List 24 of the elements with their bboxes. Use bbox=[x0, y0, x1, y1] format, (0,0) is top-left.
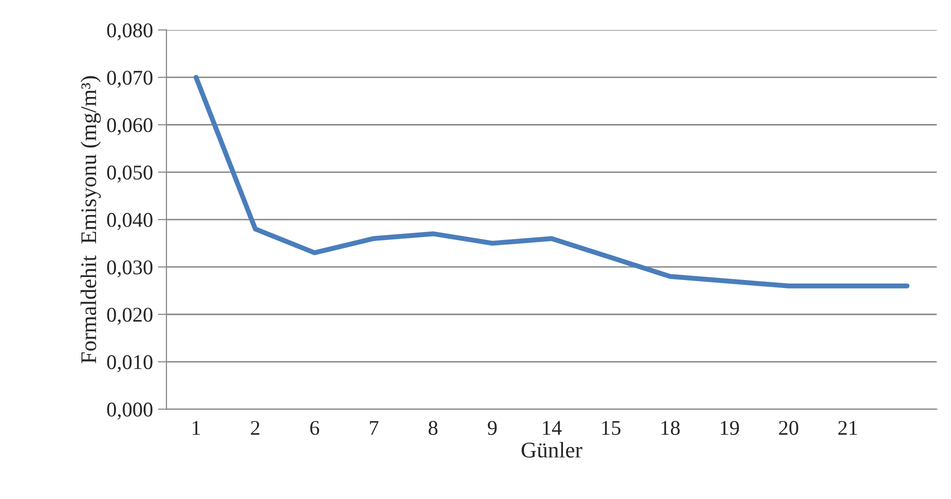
y-tick-label: 0,030 bbox=[107, 260, 152, 278]
line-series bbox=[194, 74, 910, 288]
y-tick-label: 0,050 bbox=[107, 166, 152, 183]
y-tick-label: 0,070 bbox=[107, 70, 152, 88]
y-tick-label: 0,080 bbox=[107, 23, 152, 40]
x-tick-label: 6 bbox=[310, 420, 320, 435]
x-axis-title: Günler bbox=[522, 442, 582, 458]
x-tick-label: 15 bbox=[602, 420, 620, 435]
x-tick-label: 14 bbox=[542, 420, 562, 435]
x-tick-label: 9 bbox=[488, 420, 497, 435]
y-tick-label: 0,000 bbox=[107, 402, 152, 420]
y-tick-label: 0,060 bbox=[107, 118, 152, 136]
y-tick-label: 0,010 bbox=[107, 355, 152, 372]
x-tick-label: 19 bbox=[720, 420, 739, 435]
x-tick-label: 21 bbox=[838, 420, 858, 435]
x-tick-label: 2 bbox=[251, 420, 260, 435]
x-tick-label: 1 bbox=[192, 420, 200, 435]
x-tick-label: 20 bbox=[779, 420, 798, 435]
y-tick-label: 0,040 bbox=[107, 212, 152, 230]
x-tick-label: 7 bbox=[370, 421, 378, 435]
y-tick-label: 0,020 bbox=[107, 308, 152, 325]
x-tick-label: 18 bbox=[662, 420, 680, 435]
y-axis-title: Formaldehit Emisyonu (mg/m³) bbox=[80, 76, 101, 364]
x-tick-label: 8 bbox=[428, 420, 438, 435]
